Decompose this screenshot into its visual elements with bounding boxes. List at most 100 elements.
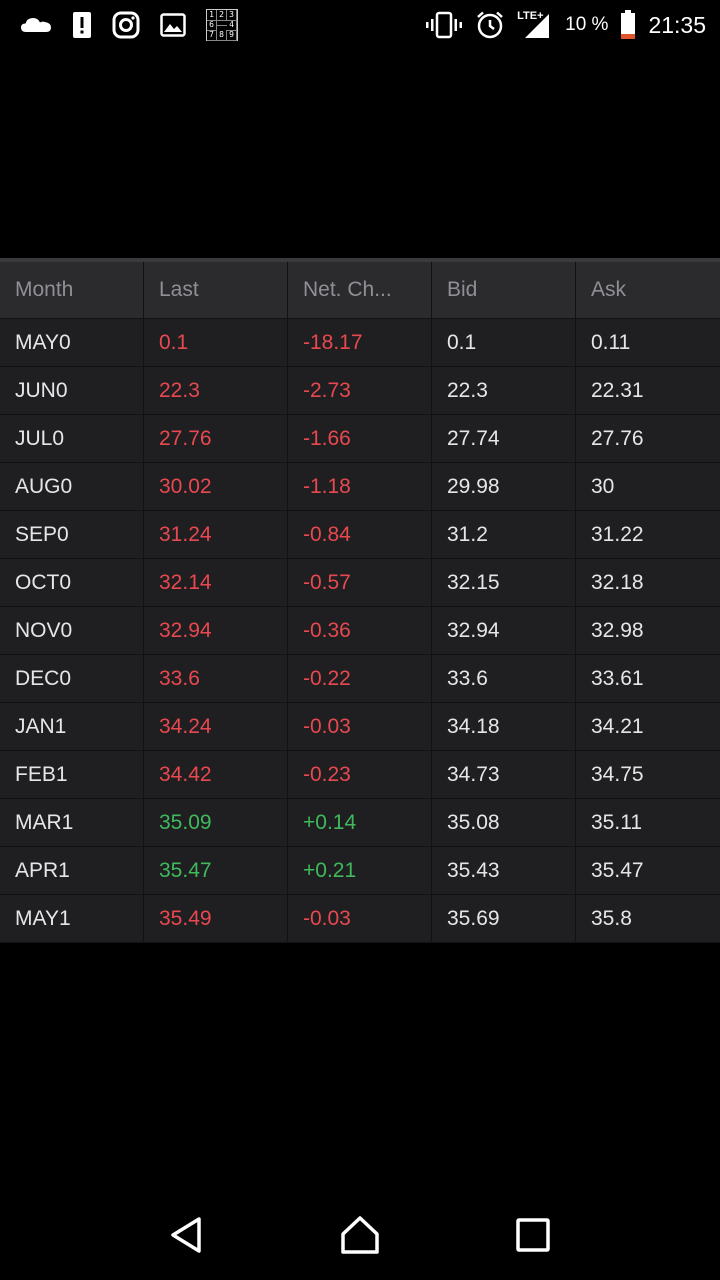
column-header-net-change[interactable]: Net. Ch... — [288, 262, 432, 318]
cell-net-change: -1.18 — [288, 463, 432, 510]
lte-label: LTE+ — [517, 10, 544, 22]
back-icon[interactable] — [157, 1205, 217, 1265]
cell-month: AUG0 — [0, 463, 144, 510]
cell-month: SEP0 — [0, 511, 144, 558]
cell-ask: 34.21 — [591, 714, 644, 738]
cell-month: APR1 — [0, 847, 144, 894]
cell-bid: 32.94 — [432, 607, 576, 654]
clock: 21:35 — [648, 11, 706, 38]
recents-icon[interactable] — [503, 1205, 563, 1265]
cell-net-change: +0.14 — [288, 799, 432, 846]
cell-net-change: -2.73 — [288, 367, 432, 414]
signal-lte-icon: LTE+ — [517, 10, 553, 40]
table-row[interactable]: MAR1 35.09 +0.14 35.08 35.11 — [0, 799, 720, 847]
cell-month: JUN0 — [0, 367, 144, 414]
cell-last: 32.14 — [144, 559, 288, 606]
cell-net-change: -18.17 — [288, 319, 432, 366]
cloud-icon — [20, 16, 52, 34]
cell-ask: 32.18 — [591, 570, 644, 594]
cell-month: NOV0 — [0, 607, 144, 654]
cell-last: 32.94 — [144, 607, 288, 654]
cell-ask: 33.61 — [591, 666, 644, 690]
cell-bid: 35.08 — [432, 799, 576, 846]
cell-net-change: -0.03 — [288, 895, 432, 942]
cell-ask: 27.76 — [591, 426, 644, 450]
cell-month: FEB1 — [0, 751, 144, 798]
table-row[interactable]: APR1 35.47 +0.21 35.43 35.47 — [0, 847, 720, 895]
cell-last: 31.24 — [144, 511, 288, 558]
navigation-bar — [0, 1190, 720, 1280]
futures-quote-table: Month Last Net. Ch... Bid Ask MAY0 0.1 -18… — [0, 258, 720, 943]
cell-last: 35.47 — [144, 847, 288, 894]
alert-icon — [72, 11, 92, 39]
cell-net-change: -1.66 — [288, 415, 432, 462]
table-row[interactable]: FEB1 34.42 -0.23 34.73 34.75 — [0, 751, 720, 799]
cell-net-change: -0.36 — [288, 607, 432, 654]
column-header-last[interactable]: Last — [144, 262, 288, 318]
cell-net-change: -0.22 — [288, 655, 432, 702]
cell-bid: 35.43 — [432, 847, 576, 894]
instagram-icon — [112, 11, 140, 39]
table-row[interactable]: SEP0 31.24 -0.84 31.2 31.22 — [0, 511, 720, 559]
table-row[interactable]: OCT0 32.14 -0.57 32.15 32.18 — [0, 559, 720, 607]
cell-last: 22.3 — [144, 367, 288, 414]
table-header-row: Month Last Net. Ch... Bid Ask — [0, 262, 720, 319]
cell-last: 34.42 — [144, 751, 288, 798]
cell-bid: 31.2 — [432, 511, 576, 558]
cell-bid: 27.74 — [432, 415, 576, 462]
table-row[interactable]: AUG0 30.02 -1.18 29.98 30 — [0, 463, 720, 511]
cell-bid: 22.3 — [432, 367, 576, 414]
cell-ask: 34.75 — [591, 762, 644, 786]
table-row[interactable]: JAN1 34.24 -0.03 34.18 34.21 — [0, 703, 720, 751]
cell-bid: 34.18 — [432, 703, 576, 750]
table-row[interactable]: JUL0 27.76 -1.66 27.74 27.76 — [0, 415, 720, 463]
cell-last: 35.09 — [144, 799, 288, 846]
cell-net-change: +0.21 — [288, 847, 432, 894]
column-header-ask[interactable]: Ask — [591, 278, 627, 301]
table-row[interactable]: MAY0 0.1 -18.17 0.1 0.11 — [0, 319, 720, 367]
cell-ask: 30 — [591, 474, 615, 498]
cell-last: 35.49 — [144, 895, 288, 942]
cell-ask: 31.22 — [591, 522, 644, 546]
cell-last: 34.24 — [144, 703, 288, 750]
cell-month: OCT0 — [0, 559, 144, 606]
cell-bid: 0.1 — [432, 319, 576, 366]
cell-month: DEC0 — [0, 655, 144, 702]
table-row[interactable]: NOV0 32.94 -0.36 32.94 32.98 — [0, 607, 720, 655]
column-header-month[interactable]: Month — [0, 262, 144, 318]
cell-ask: 32.98 — [591, 618, 644, 642]
cell-bid: 34.73 — [432, 751, 576, 798]
table-row[interactable]: DEC0 33.6 -0.22 33.6 33.61 — [0, 655, 720, 703]
cell-bid: 32.15 — [432, 559, 576, 606]
column-header-bid[interactable]: Bid — [432, 262, 576, 318]
cell-net-change: -0.03 — [288, 703, 432, 750]
cell-bid: 35.69 — [432, 895, 576, 942]
cell-ask: 35.11 — [591, 810, 642, 834]
cell-last: 30.02 — [144, 463, 288, 510]
alarm-icon — [475, 10, 505, 40]
cell-net-change: -0.84 — [288, 511, 432, 558]
cell-bid: 29.98 — [432, 463, 576, 510]
cell-bid: 33.6 — [432, 655, 576, 702]
image-icon — [160, 13, 186, 37]
cell-last: 27.76 — [144, 415, 288, 462]
cell-last: 0.1 — [144, 319, 288, 366]
vibrate-icon — [425, 11, 463, 39]
system-icons: LTE+ 10 % 21:35 — [425, 10, 720, 40]
table-body: MAY0 0.1 -18.17 0.1 0.11 JUN0 22.3 -2.73 22.3 22.… — [0, 319, 720, 943]
home-icon[interactable] — [330, 1205, 390, 1265]
cell-net-change: -0.57 — [288, 559, 432, 606]
cell-month: MAR1 — [0, 799, 144, 846]
cell-month: JAN1 — [0, 703, 144, 750]
cell-last: 33.6 — [144, 655, 288, 702]
battery-percentage: 10 % — [565, 14, 609, 35]
cell-ask: 0.11 — [591, 330, 631, 354]
cell-net-change: -0.23 — [288, 751, 432, 798]
table-row[interactable]: MAY1 35.49 -0.03 35.69 35.8 — [0, 895, 720, 943]
cell-month: MAY1 — [0, 895, 144, 942]
table-row[interactable]: JUN0 22.3 -2.73 22.3 22.31 — [0, 367, 720, 415]
cell-month: JUL0 — [0, 415, 144, 462]
